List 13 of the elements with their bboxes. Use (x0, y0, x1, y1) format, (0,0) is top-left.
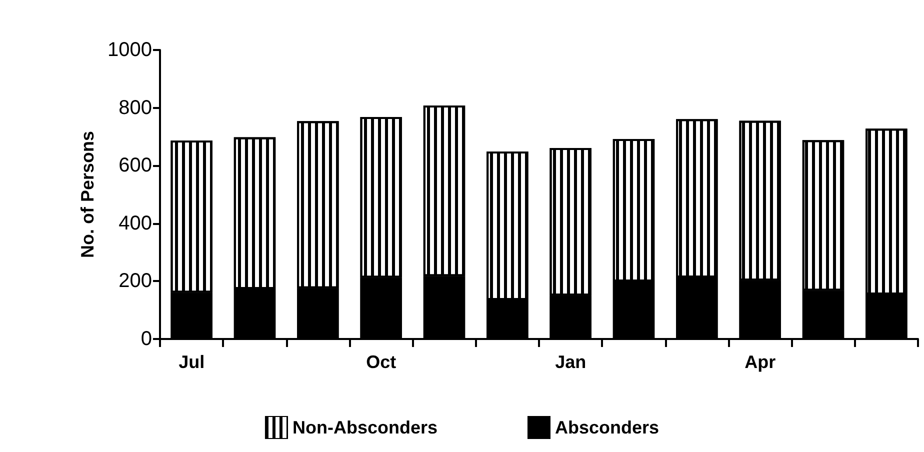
y-tick-label: 400 (118, 212, 152, 234)
y-tick-label: 200 (118, 270, 152, 292)
legend-label: Absconders (554, 418, 660, 438)
y-tick-label: 600 (118, 154, 152, 177)
x-tick-label: Jan (555, 352, 586, 372)
y-tick-label: 1000 (108, 39, 152, 61)
y-tick-label: 0 (140, 328, 152, 350)
x-tick-label: Jul (178, 352, 205, 372)
x-tick-label: Oct (366, 352, 396, 372)
x-tick-label: Apr (744, 352, 776, 372)
y-axis-title: No. of Persons (78, 130, 98, 258)
legend-label: Non-Absconders (292, 418, 438, 438)
y-tick-label: 800 (118, 96, 152, 119)
